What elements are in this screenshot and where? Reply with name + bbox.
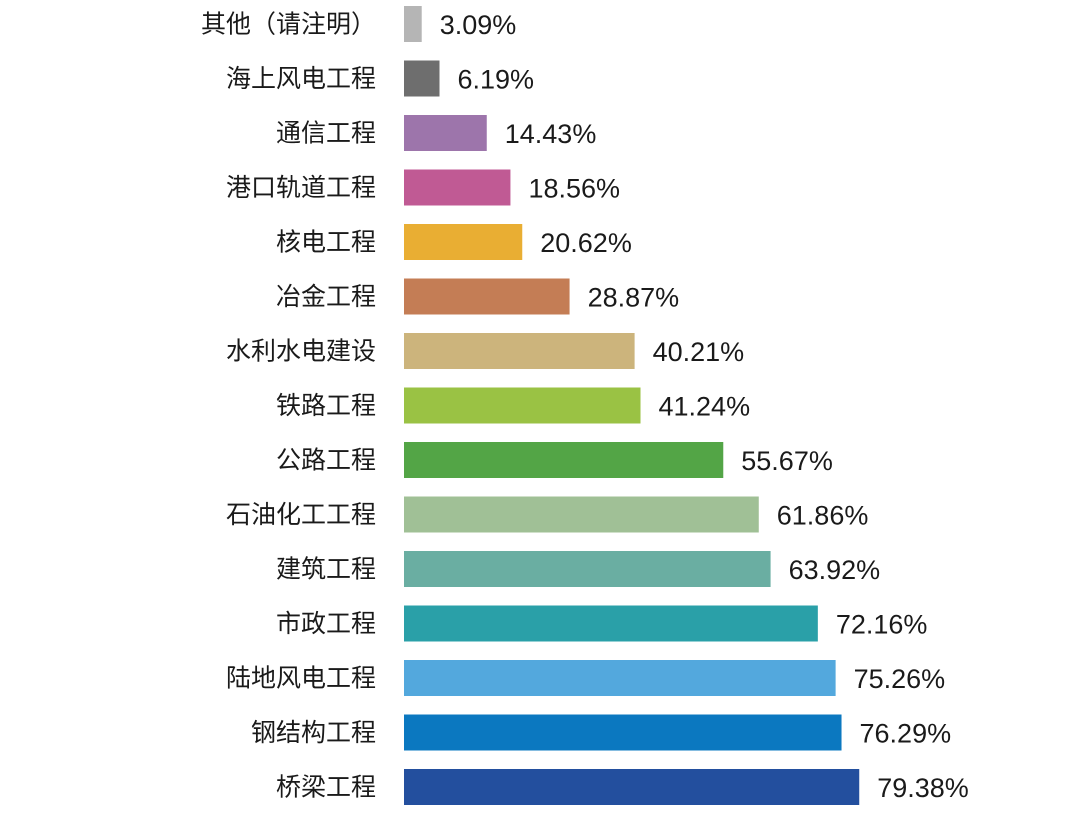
category-label: 陆地风电工程: [226, 664, 376, 693]
value-label: 41.24%: [659, 392, 751, 422]
bar: [404, 6, 422, 42]
bar: [404, 387, 641, 424]
bar-group: [404, 6, 860, 805]
value-label: 18.56%: [528, 174, 620, 204]
category-label: 通信工程: [276, 119, 376, 148]
category-label: 核电工程: [276, 228, 376, 257]
bar: [404, 660, 836, 696]
value-label: 14.43%: [505, 119, 597, 149]
bar: [404, 60, 440, 97]
category-label: 港口轨道工程: [226, 173, 376, 202]
bar: [404, 714, 842, 751]
value-label: 72.16%: [836, 610, 928, 640]
category-label: 桥梁工程: [276, 773, 376, 802]
bar: [404, 442, 724, 478]
category-label: 铁路工程: [276, 391, 376, 420]
value-label: 63.92%: [789, 555, 881, 585]
value-label: 6.19%: [457, 65, 534, 95]
category-label: 建筑工程: [276, 555, 376, 584]
value-label: 79.38%: [877, 773, 969, 803]
value-label: 40.21%: [653, 337, 745, 367]
bar: [404, 551, 771, 587]
value-labels: 3.09% 6.19% 14.43% 18.56% 20.62% 28.87% 40.21%…: [440, 10, 969, 803]
bar: [404, 169, 511, 206]
category-label: 石油化工工程: [226, 500, 376, 529]
bar: [404, 496, 759, 533]
category-label: 冶金工程: [276, 282, 376, 311]
category-label: 市政工程: [276, 609, 376, 638]
value-label: 61.86%: [777, 501, 869, 531]
category-label: 钢结构工程: [251, 718, 376, 747]
value-label: 75.26%: [854, 664, 946, 694]
bar: [404, 224, 523, 260]
value-label: 20.62%: [540, 228, 632, 258]
category-label: 公路工程: [276, 446, 376, 475]
bar: [404, 278, 570, 315]
bar: [404, 769, 860, 805]
category-label: 其他（请注明）: [201, 10, 376, 39]
value-label: 28.87%: [588, 283, 680, 313]
value-label: 3.09%: [440, 10, 517, 40]
bar: [404, 333, 635, 369]
value-label: 76.29%: [860, 719, 952, 749]
bar: [404, 605, 818, 642]
value-label: 55.67%: [741, 446, 833, 476]
bar: [404, 115, 487, 151]
category-labels: 其他（请注明） 海上风电工程通信工程港口轨道工程核电工程冶金工程水利水电建设铁路工…: [201, 10, 376, 802]
category-label: 海上风电工程: [226, 64, 376, 93]
category-label: 水利水电建设: [226, 337, 376, 366]
